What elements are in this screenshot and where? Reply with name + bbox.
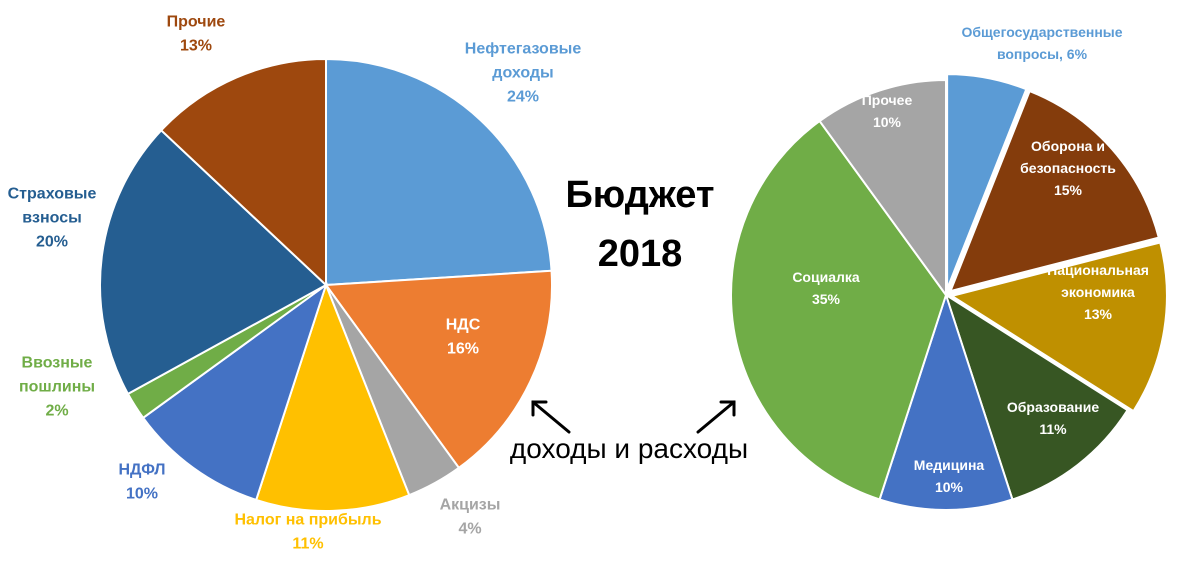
- expense-slice-label-3: Образование 11%: [1007, 399, 1099, 437]
- expense-slice-6: [818, 78, 947, 299]
- income-slice-label-3: Налог на прибыль 11%: [234, 512, 381, 553]
- expense-slice-0: [946, 73, 1028, 290]
- expense-slice-2: [949, 241, 1168, 413]
- arrow-right-icon: [696, 400, 736, 434]
- expense-slice-label-0: Общегосударственные вопросы, 6%: [961, 24, 1122, 62]
- income-slice-label-7: Прочие 13%: [167, 14, 226, 55]
- expense-slice-label-1: Оборона и безопасность 15%: [1020, 138, 1116, 198]
- income-slice-6: [99, 128, 328, 396]
- expense-slice-label-6: Прочее 10%: [862, 92, 913, 130]
- chart-title-line1: Бюджет: [565, 174, 714, 216]
- income-slice-label-1: НДС 16%: [446, 317, 481, 358]
- chart-title-line2: 2018: [598, 233, 683, 275]
- expense-slice-label-5: Социалка 35%: [792, 269, 860, 307]
- income-slice-label-2: Акцизы 4%: [440, 497, 501, 538]
- income-slice-3: [254, 282, 411, 512]
- expense-slice-1: [948, 89, 1160, 293]
- income-slice-label-5: Ввозные пошлины 2%: [19, 355, 95, 420]
- expense-slice-3: [944, 292, 1129, 501]
- income-slice-4: [141, 282, 328, 502]
- income-slice-7: [159, 57, 327, 288]
- expense-slice-label-2: Национальная экономика 13%: [1047, 262, 1149, 322]
- chart-caption: доходы и расходы: [510, 433, 748, 464]
- expense-slice-label-4: Медицина 10%: [914, 457, 985, 495]
- income-slice-label-4: НДФЛ 10%: [118, 462, 165, 503]
- arrow-left-icon: [531, 400, 571, 434]
- income-slice-1: [324, 269, 553, 470]
- income-slice-label-0: Нефтегазовые доходы 24%: [465, 41, 582, 106]
- income-slice-0: [325, 57, 553, 287]
- income-slice-label-6: Страховые взносы 20%: [8, 186, 97, 251]
- expense-slice-4: [878, 291, 1014, 511]
- expense-slice-5: [730, 119, 948, 501]
- income-pie-chart: Нефтегазовые доходы 24% НДС 16% Акцизы 4% Налог…: [8, 14, 582, 553]
